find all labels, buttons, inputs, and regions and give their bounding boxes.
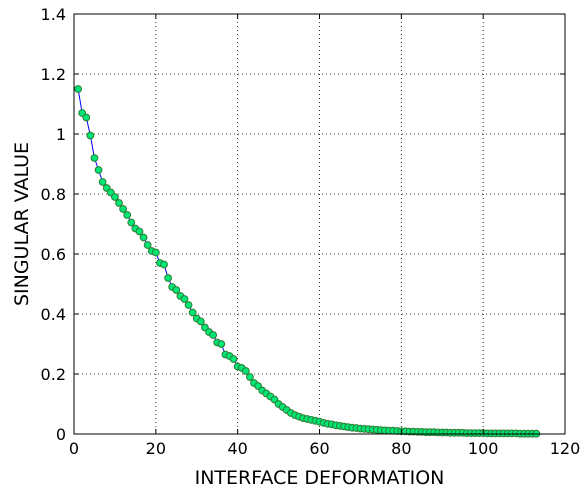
data-point [180,295,189,303]
x-tick-label: 120 [550,439,581,458]
grid-layer [74,14,565,434]
data-point [123,211,132,219]
data-point [86,131,95,140]
data-point [82,113,91,122]
x-tick-label: 40 [227,439,247,458]
y-tick-label: 0 [56,425,66,444]
data-point [98,178,107,186]
data-point [160,260,168,269]
y-tick-label: 1.2 [41,65,66,84]
data-point [217,340,226,348]
data-point [196,317,205,326]
series-layer [74,85,541,438]
x-tick-label: 80 [391,439,411,458]
data-point [143,241,152,249]
data-point [115,199,123,207]
x-tick-label: 60 [309,439,329,458]
data-point [127,218,136,227]
data-point [94,166,103,174]
y-tick-label: 1 [56,125,66,144]
y-tick-label: 0.6 [41,245,66,264]
data-point [241,367,250,375]
data-point [74,85,82,93]
data-point [184,301,193,309]
data-point [119,205,127,213]
y-tick-label: 0.8 [41,185,66,204]
data-point [246,373,254,381]
series-line [77,88,537,435]
x-tick-label: 20 [146,439,166,458]
x-tick-label: 100 [468,439,499,458]
x-axis-label: INTERFACE DEFORMATION [195,467,445,489]
data-point [139,233,148,242]
data-point [90,154,99,162]
y-axis-label: SINGULAR VALUE [11,142,33,306]
data-point [229,355,238,363]
data-point [135,227,144,236]
data-point [209,331,218,339]
data-point [172,286,181,294]
data-point [188,308,197,317]
y-tick-label: 0.4 [41,305,66,324]
data-point [111,193,119,201]
x-tick-label: 0 [69,439,79,458]
data-point [164,274,173,282]
tick-layer: 0 20 40 60 80 100 120 0 0.2 0.4 0.6 0.8 1 1.2 1.4 [41,5,581,458]
y-tick-label: 0.2 [41,365,66,384]
data-point [151,248,160,257]
y-tick-label: 1.4 [41,5,66,24]
